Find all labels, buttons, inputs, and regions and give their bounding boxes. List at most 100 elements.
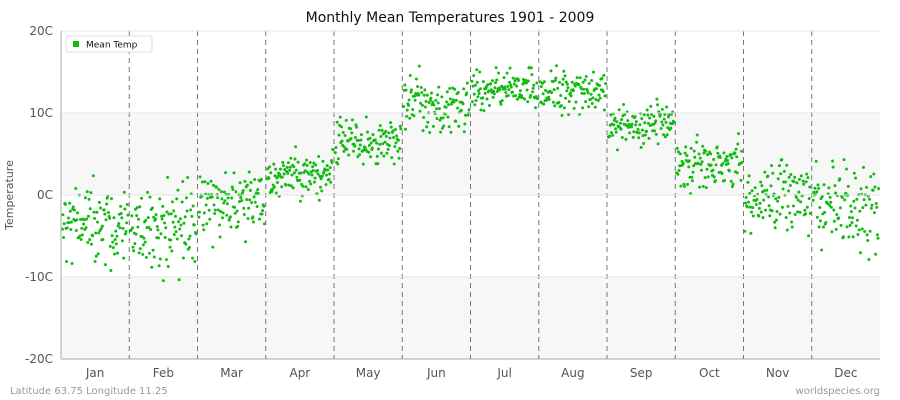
data-point bbox=[832, 219, 836, 223]
data-point bbox=[174, 230, 178, 234]
data-point bbox=[165, 210, 169, 214]
data-point bbox=[642, 141, 646, 145]
data-point bbox=[163, 221, 167, 225]
data-point bbox=[376, 162, 380, 166]
data-point bbox=[593, 105, 597, 109]
data-point bbox=[357, 147, 361, 151]
data-point bbox=[637, 136, 641, 140]
data-point bbox=[296, 160, 300, 164]
data-point bbox=[740, 160, 744, 164]
data-point bbox=[82, 218, 86, 222]
data-point bbox=[859, 187, 863, 191]
data-point bbox=[767, 195, 771, 199]
data-point bbox=[313, 176, 317, 180]
data-point bbox=[844, 167, 848, 171]
data-point bbox=[172, 232, 176, 236]
data-point bbox=[379, 151, 383, 155]
data-point bbox=[561, 83, 565, 87]
data-point bbox=[505, 71, 509, 75]
data-point bbox=[205, 196, 209, 200]
data-point bbox=[408, 116, 412, 120]
data-point bbox=[544, 88, 548, 92]
data-point bbox=[359, 133, 363, 137]
data-point bbox=[823, 210, 827, 214]
data-point bbox=[852, 199, 856, 203]
data-point bbox=[446, 115, 450, 119]
data-point bbox=[202, 228, 206, 232]
data-point bbox=[294, 145, 298, 149]
data-point bbox=[184, 242, 188, 246]
data-point bbox=[684, 145, 688, 149]
data-point bbox=[774, 197, 778, 201]
data-point bbox=[150, 265, 154, 269]
data-point bbox=[631, 135, 635, 139]
data-point bbox=[699, 168, 703, 172]
data-point bbox=[872, 211, 876, 215]
data-point bbox=[91, 234, 95, 238]
data-point bbox=[582, 92, 586, 96]
data-point bbox=[449, 130, 453, 134]
data-point bbox=[80, 226, 84, 230]
data-point bbox=[700, 160, 704, 164]
data-point bbox=[748, 205, 752, 209]
data-point bbox=[304, 185, 308, 189]
data-point bbox=[538, 80, 542, 84]
data-point bbox=[405, 114, 409, 118]
data-point bbox=[192, 223, 196, 227]
data-point bbox=[820, 195, 824, 199]
data-point bbox=[689, 192, 693, 196]
data-point bbox=[398, 124, 402, 128]
data-point bbox=[138, 247, 142, 251]
data-point bbox=[404, 88, 408, 92]
data-point bbox=[444, 105, 448, 109]
data-point bbox=[114, 242, 118, 246]
data-point bbox=[350, 118, 354, 122]
data-point bbox=[661, 123, 665, 127]
data-point bbox=[854, 176, 858, 180]
data-point bbox=[290, 173, 294, 177]
data-point bbox=[841, 235, 845, 239]
data-point bbox=[242, 206, 246, 210]
data-point bbox=[715, 145, 719, 149]
y-axis-label: Temperature bbox=[3, 160, 16, 231]
data-point bbox=[214, 185, 218, 189]
data-point bbox=[213, 208, 217, 212]
data-point bbox=[642, 113, 646, 117]
data-point bbox=[85, 217, 89, 221]
data-point bbox=[260, 212, 264, 216]
data-point bbox=[212, 203, 216, 207]
data-point bbox=[692, 164, 696, 168]
x-tick-label: Sep bbox=[630, 366, 653, 380]
data-point bbox=[699, 162, 703, 166]
data-point bbox=[183, 215, 187, 219]
data-point bbox=[393, 127, 397, 131]
data-point bbox=[463, 122, 467, 126]
data-point bbox=[76, 211, 80, 215]
data-point bbox=[530, 73, 534, 77]
data-point bbox=[758, 201, 762, 205]
data-point bbox=[166, 175, 170, 179]
data-point bbox=[472, 92, 476, 96]
data-point bbox=[824, 221, 828, 224]
data-point bbox=[303, 169, 307, 173]
data-point bbox=[855, 218, 859, 222]
data-point bbox=[470, 79, 474, 83]
data-point bbox=[667, 113, 671, 117]
data-point bbox=[92, 210, 96, 214]
y-tick-label: -10C bbox=[25, 270, 53, 284]
data-point bbox=[163, 235, 167, 239]
data-point bbox=[120, 239, 124, 243]
data-point bbox=[712, 157, 716, 161]
data-point bbox=[797, 177, 801, 181]
data-point bbox=[310, 173, 314, 177]
data-point bbox=[744, 196, 748, 200]
data-point bbox=[779, 172, 783, 176]
data-point bbox=[178, 227, 182, 231]
data-point bbox=[403, 127, 407, 131]
data-point bbox=[551, 80, 555, 84]
data-point bbox=[325, 173, 329, 177]
data-point bbox=[353, 144, 357, 148]
data-point bbox=[760, 184, 764, 188]
data-point bbox=[324, 183, 328, 187]
data-point bbox=[698, 156, 702, 160]
